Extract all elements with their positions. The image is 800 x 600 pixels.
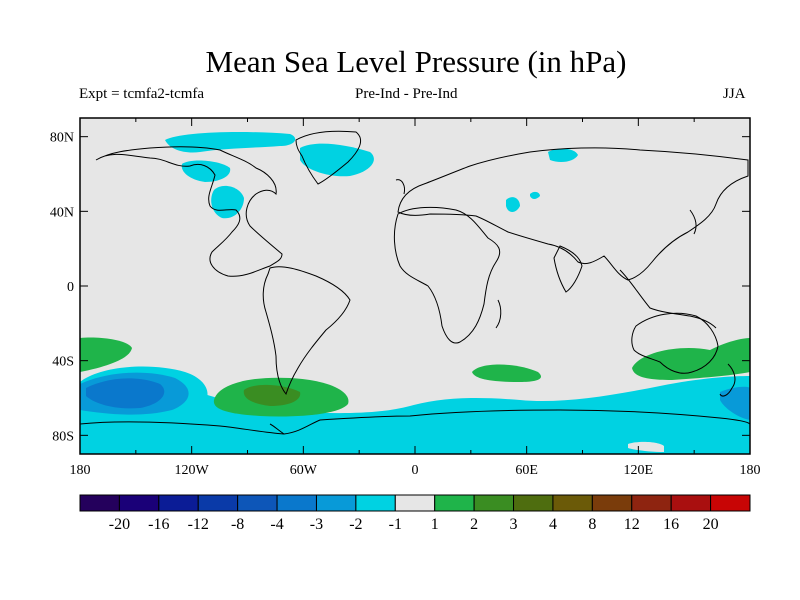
fill-sindian-minus2 — [720, 386, 750, 420]
colorbar-swatch — [710, 494, 751, 512]
colorbar-label: 4 — [549, 516, 557, 533]
colorbar-swatch — [315, 494, 357, 512]
colorbar-swatch — [552, 494, 593, 512]
fill-satlantic-plus2 — [243, 384, 301, 406]
lon-label: 60E — [515, 463, 538, 478]
colorbar-swatch — [355, 494, 396, 512]
colorbar-label: 3 — [510, 516, 518, 533]
fill-greenland-minus1 — [300, 143, 374, 177]
colorbar-swatch — [591, 494, 633, 512]
colorbar-swatch — [513, 494, 554, 512]
colorbar-label: -8 — [231, 516, 244, 533]
colorbar-swatch — [394, 494, 436, 512]
lon-label: 120W — [175, 463, 210, 478]
colorbar-swatch — [197, 494, 239, 512]
lat-label: 0 — [67, 280, 74, 295]
coast-japan — [689, 209, 697, 235]
coast-north-america — [95, 146, 283, 277]
lat-label: 80N — [50, 131, 74, 146]
colorbar-label: -16 — [148, 516, 169, 533]
map-axes: 80N 40N 0 40S 80S 180 120W 60W 0 60E 120E 180 — [50, 118, 761, 478]
coast-greenland — [295, 130, 361, 185]
coast-australia — [631, 312, 719, 374]
fill-canada-minus1 — [181, 160, 231, 182]
colorbar-swatch — [670, 494, 712, 512]
experiment-label: Expt = tcmfa2-tcmfa — [79, 86, 205, 102]
colorbar-label: 1 — [431, 516, 439, 533]
colorbar-swatch — [79, 494, 120, 512]
lon-label: 0 — [412, 463, 419, 478]
colorbar-swatch — [276, 494, 317, 512]
colorbar-swatch — [631, 494, 672, 512]
coast-eurasia — [397, 147, 749, 281]
comparison-label: Pre-Ind - Pre-Ind — [355, 86, 458, 102]
fill-sindian-plus1 — [472, 364, 541, 382]
colorbar-label: -1 — [389, 516, 402, 533]
colorbar-label: 2 — [470, 516, 478, 533]
lon-label: 120E — [624, 463, 654, 478]
fill-siberia-minus1 — [548, 148, 578, 163]
colorbar-swatch — [118, 494, 160, 512]
lat-label: 40S — [52, 355, 74, 370]
colorbar-swatch — [473, 494, 515, 512]
coast-antarctica — [80, 409, 750, 435]
lon-label: 60W — [290, 463, 318, 478]
colorbar-label: 12 — [624, 516, 640, 533]
colorbar-label: -4 — [270, 516, 283, 533]
colorbar-label: -3 — [310, 516, 323, 533]
coast-madagascar — [495, 299, 502, 329]
fill-sepacific-plus1 — [80, 337, 132, 372]
fill-central-asia-minus1 — [530, 191, 540, 199]
colorbar-swatch — [434, 494, 475, 512]
coast-africa — [393, 206, 501, 344]
lon-label: 180 — [740, 463, 761, 478]
colorbar-label: 16 — [663, 516, 679, 533]
lon-label: 180 — [70, 463, 91, 478]
fill-antarctic-coast — [400, 396, 750, 454]
fill-australia-plus1 — [632, 338, 750, 380]
colorbar-label: -20 — [109, 516, 130, 533]
map-title: Mean Sea Level Pressure (in hPa) — [205, 44, 627, 79]
lat-label: 80S — [52, 429, 74, 444]
fill-spacific-minus3 — [86, 378, 165, 409]
season-label: JJA — [723, 86, 746, 102]
contour-fills — [80, 132, 750, 454]
lat-label: 40N — [50, 205, 74, 220]
coastlines — [80, 130, 750, 435]
coast-southeast-asia — [619, 269, 717, 329]
coast-indian-subcontinent — [553, 245, 583, 293]
fill-antarctic-interior — [628, 441, 664, 452]
fill-caspian-minus1 — [506, 197, 520, 212]
coast-new-zealand — [719, 363, 736, 397]
colorbar-label: -12 — [188, 516, 209, 533]
colorbar-swatch — [158, 494, 199, 512]
colorbar-label: 8 — [588, 516, 596, 533]
coast-uk — [395, 179, 405, 195]
coast-antarctic-peninsula — [269, 423, 285, 435]
colorbar-label: -2 — [349, 516, 362, 533]
coast-south-america — [262, 266, 351, 396]
colorbar-swatch — [237, 494, 278, 512]
colorbar-label: 20 — [703, 516, 719, 533]
colorbar: -20 -16 -12 -8 -4 -3 -2 -1 1 2 3 4 8 12 16 20 — [79, 494, 751, 533]
